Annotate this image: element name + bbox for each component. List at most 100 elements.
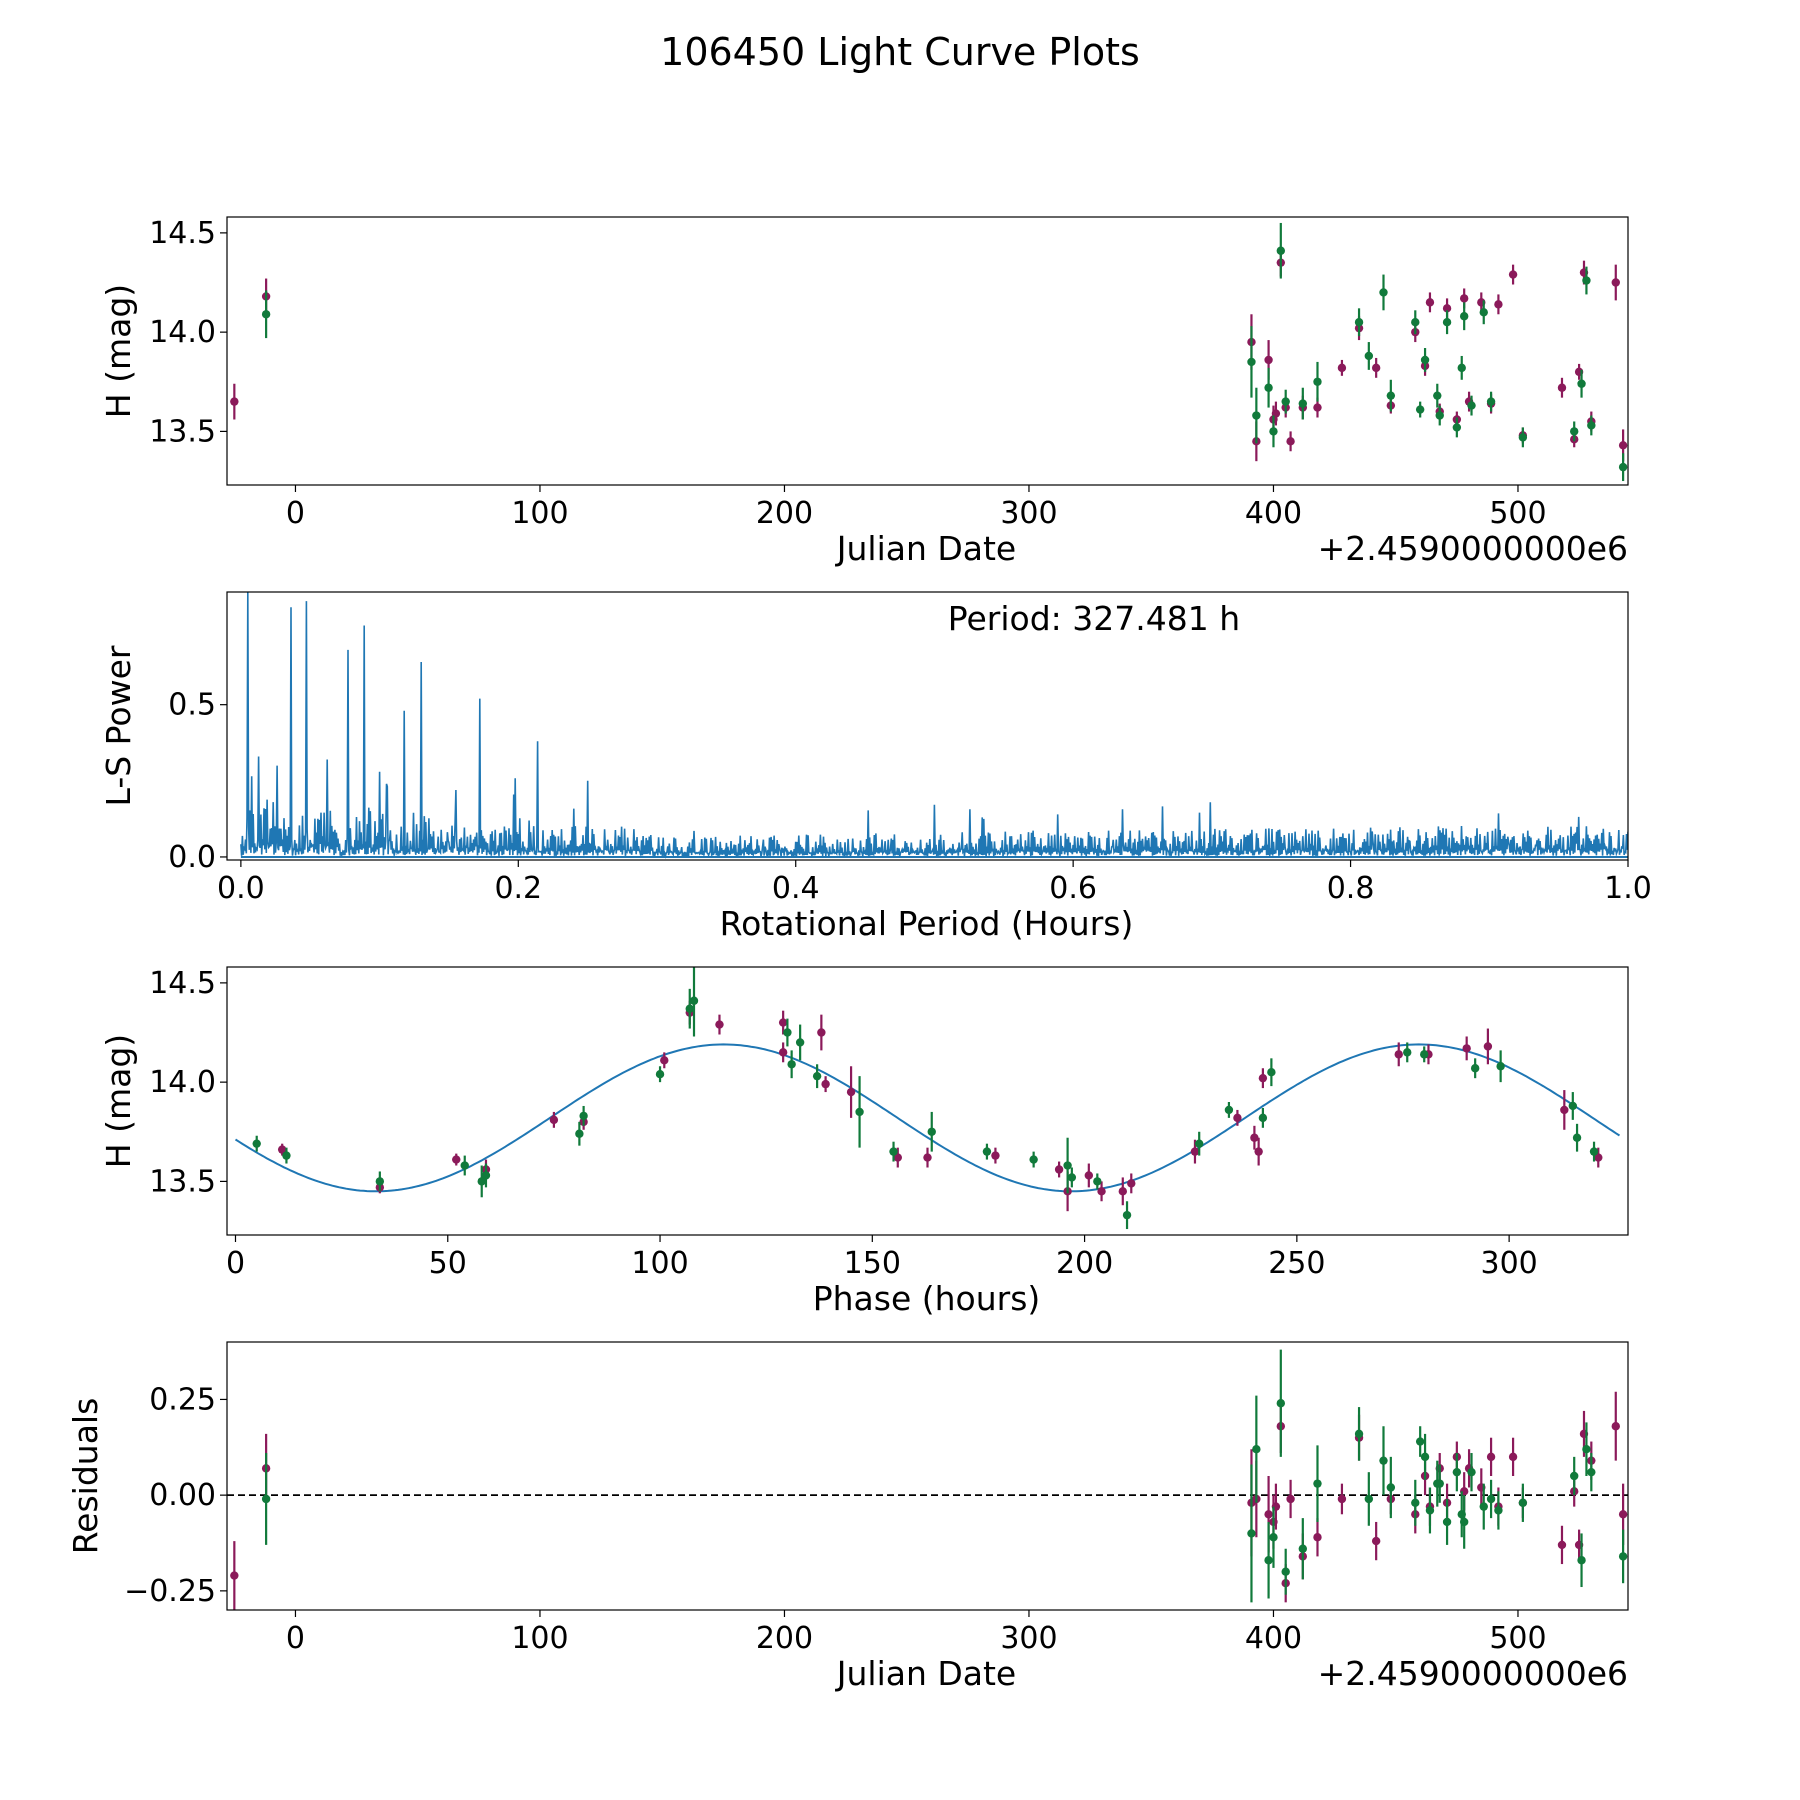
marker: [481, 1171, 491, 1180]
marker: [1557, 383, 1567, 392]
data-point-band-1: [1337, 1483, 1347, 1515]
marker: [261, 1494, 271, 1504]
marker: [1313, 1479, 1322, 1488]
data-point-band-2: [1587, 415, 1596, 436]
data-point-band-2: [689, 967, 699, 1037]
marker: [1337, 363, 1347, 373]
data-point-band-2: [1411, 1479, 1420, 1526]
x-tick-label: 0: [286, 1621, 305, 1656]
marker: [855, 1107, 864, 1117]
marker: [1508, 270, 1518, 279]
phased-ylabel: H (mag): [99, 1034, 138, 1168]
x-tick-label: 300: [1000, 1621, 1057, 1656]
y-tick-label: 14.5: [149, 216, 216, 251]
data-point-band-2: [1442, 1498, 1452, 1545]
data-point-band-1: [1611, 1391, 1620, 1461]
marker: [282, 1151, 291, 1160]
data-point-band-2: [1281, 389, 1290, 414]
data-point-band-2: [1313, 361, 1322, 402]
marker: [1496, 1062, 1505, 1071]
y-tick-label: 14.5: [149, 966, 216, 1001]
data-point-band-1: [1254, 1137, 1263, 1166]
data-point-band-2: [1582, 266, 1591, 295]
data-point-band-2: [982, 1143, 992, 1160]
data-point-band-1: [1494, 294, 1503, 315]
marker: [230, 397, 239, 406]
data-point-band-2: [1269, 1506, 1278, 1568]
data-point-band-1: [715, 1014, 724, 1035]
data-point-band-1: [1118, 1177, 1127, 1206]
x-tick-label: 0.6: [1049, 871, 1097, 906]
data-point-band-2: [685, 988, 694, 1029]
marker: [1494, 1506, 1503, 1515]
marker: [1364, 1494, 1374, 1504]
data-point-band-1: [846, 1066, 856, 1118]
x-tick-label: 0.4: [772, 871, 820, 906]
lightcurve-plot-area: [230, 222, 1628, 482]
marker: [1264, 1556, 1273, 1565]
data-point-band-2: [1420, 1046, 1429, 1063]
data-point-band-1: [923, 1147, 932, 1168]
data-point-band-2: [1420, 348, 1430, 372]
data-point-band-2: [1494, 1491, 1503, 1530]
data-point-band-2: [1379, 274, 1388, 311]
x-tick-label: 200: [1056, 1246, 1113, 1281]
x-tick-label: 0.2: [494, 871, 542, 906]
data-point-band-2: [1589, 1141, 1599, 1162]
data-point-band-2: [812, 1064, 822, 1089]
marker: [1618, 441, 1628, 450]
data-point-band-2: [1518, 427, 1528, 448]
x-tick-label: 500: [1489, 496, 1546, 531]
phased-axes-frame: [226, 966, 1629, 1236]
panel-residuals: 0 100 200 300 400 500 −0.25 0.00 0.25 Julian Date…: [66, 1341, 1629, 1693]
x-tick-label: 200: [756, 1621, 813, 1656]
marker: [1459, 312, 1469, 321]
marker: [1264, 355, 1273, 365]
data-point-band-2: [1264, 367, 1273, 408]
data-point-band-1: [452, 1153, 461, 1166]
marker: [1589, 1147, 1599, 1156]
marker: [1195, 1139, 1204, 1148]
marker: [1313, 1533, 1322, 1542]
marker: [1425, 1506, 1435, 1515]
marker: [452, 1155, 461, 1164]
y-tick-label: 0.00: [149, 1478, 216, 1513]
marker: [1420, 1050, 1429, 1059]
residuals-axes-frame: [226, 1341, 1629, 1611]
marker: [1577, 379, 1586, 388]
marker: [1594, 1153, 1603, 1162]
marker: [1067, 1173, 1077, 1182]
marker: [277, 1145, 287, 1154]
marker: [778, 1048, 788, 1057]
data-point-band-1: [1250, 1125, 1259, 1150]
data-point-band-1: [1611, 264, 1620, 301]
marker: [1097, 1187, 1106, 1196]
data-point-band-2: [1029, 1151, 1038, 1168]
data-point-band-2: [1281, 1548, 1290, 1595]
marker: [1276, 1399, 1286, 1408]
data-point-band-2: [1479, 300, 1488, 325]
data-point-band-1: [1054, 1161, 1064, 1178]
data-point-band-1: [1483, 1028, 1493, 1065]
marker: [817, 1028, 826, 1037]
data-point-band-2: [579, 1105, 588, 1126]
x-tick-label: 300: [1000, 496, 1057, 531]
marker: [1224, 1105, 1234, 1115]
data-point-band-2: [1298, 1518, 1308, 1580]
x-tick-label: 100: [511, 1621, 568, 1656]
data-point-band-2: [477, 1165, 486, 1198]
data-point-band-2: [1479, 1483, 1488, 1530]
marker: [230, 1571, 239, 1580]
data-point-band-2: [1452, 1453, 1462, 1492]
lightcurve-xlabel: Julian Date: [835, 529, 1017, 568]
marker: [1425, 298, 1435, 307]
marker: [1258, 1073, 1268, 1083]
data-point-band-1: [1313, 1518, 1322, 1557]
data-point-band-2: [1457, 355, 1466, 380]
data-point-band-2: [1486, 391, 1496, 412]
marker: [1298, 399, 1308, 408]
data-point-band-1: [821, 1076, 830, 1093]
marker: [685, 1004, 694, 1013]
marker: [660, 1056, 669, 1065]
